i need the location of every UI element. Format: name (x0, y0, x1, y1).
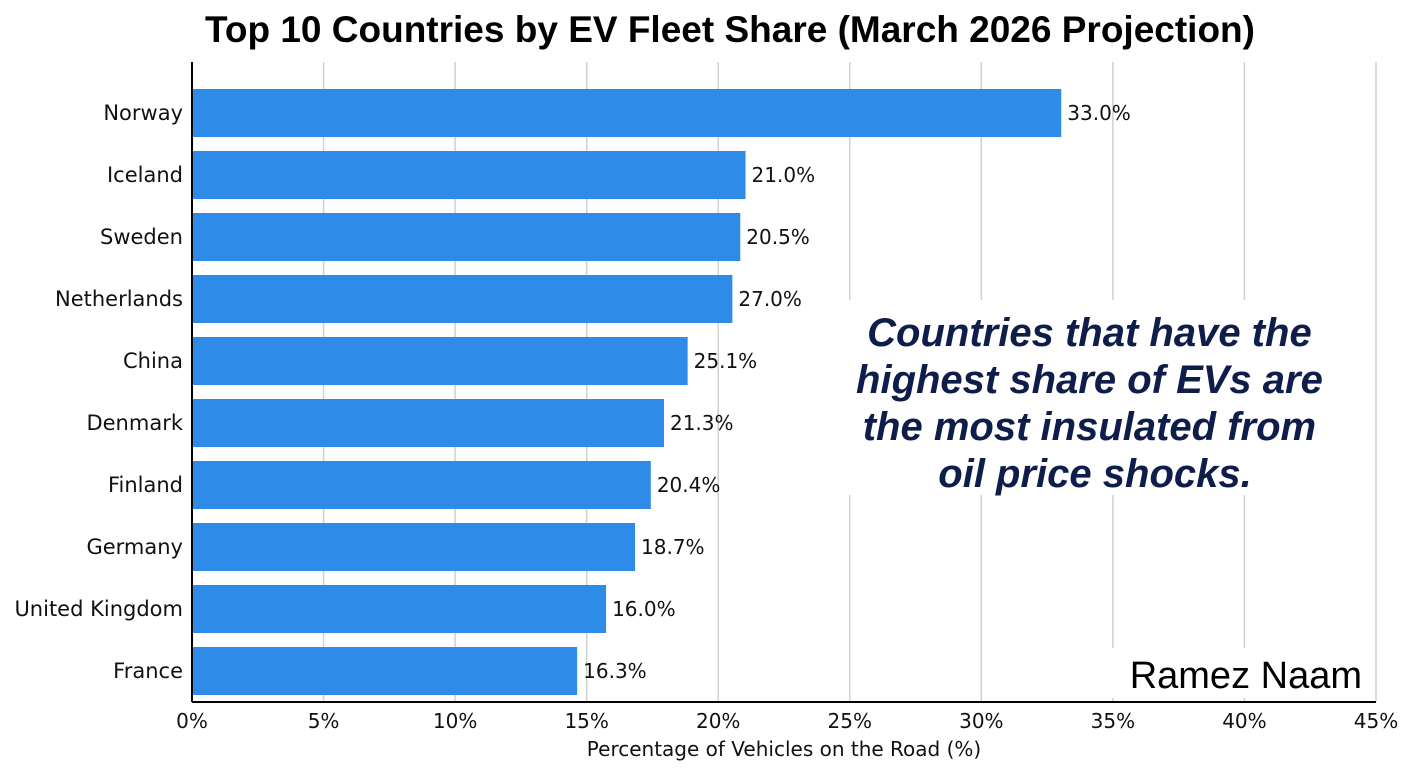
bar (193, 461, 651, 509)
data-label: 21.0% (752, 163, 816, 187)
data-label: 18.7% (641, 535, 705, 559)
category-label: France (113, 659, 183, 683)
x-axis-label: Percentage of Vehicles on the Road (%) (587, 737, 981, 761)
x-tick-label: 40% (1222, 709, 1266, 733)
x-tick-label: 25% (828, 709, 872, 733)
data-label: 16.0% (612, 597, 676, 621)
category-label: Iceland (107, 163, 183, 187)
bar (193, 337, 688, 385)
bar (193, 275, 733, 323)
author-credit: Ramez Naam (1130, 655, 1362, 697)
credit-background (1110, 648, 1372, 698)
x-tick-label: 35% (1091, 709, 1135, 733)
callout-line-3: the most insulated from (863, 405, 1316, 449)
category-label: Netherlands (55, 287, 183, 311)
axes: 0% 5% 10% 15% 20% 25% 30% 35% 40% 45% Norway Icelan… (14, 62, 1398, 733)
bar (193, 585, 607, 633)
callout-line-2: highest share of EVs are (856, 358, 1323, 402)
callout-text: Countries that have the highest share of… (856, 311, 1334, 496)
callout-line-4: oil price shocks. (938, 452, 1251, 496)
bar (193, 151, 746, 199)
category-label: United Kingdom (14, 597, 183, 621)
category-label: Norway (103, 101, 183, 125)
data-label: 21.3% (670, 411, 734, 435)
x-tick-label: 5% (308, 709, 340, 733)
bar (193, 213, 741, 261)
callout-background (838, 300, 1358, 495)
bars: 33.0% 21.0% 20.5% 27.0% 25.1% 21.3% 20.4% 18.7%… (193, 89, 1131, 695)
bar (193, 399, 664, 447)
data-label: 16.3% (583, 659, 647, 683)
bar (193, 523, 636, 571)
data-label: 33.0% (1067, 101, 1131, 125)
bar (193, 89, 1062, 137)
data-label: 25.1% (694, 349, 758, 373)
category-label: Germany (86, 535, 183, 559)
category-label: China (123, 349, 183, 373)
x-tick-label: 0% (176, 709, 208, 733)
category-label: Sweden (100, 225, 183, 249)
data-label: 20.5% (746, 225, 810, 249)
x-tick-label: 10% (433, 709, 477, 733)
callout-line-1: Countries that have the (867, 311, 1312, 355)
x-tick-label: 45% (1354, 709, 1398, 733)
x-tick-label: 15% (564, 709, 608, 733)
x-tick-label: 30% (959, 709, 1003, 733)
x-tick-label: 20% (696, 709, 740, 733)
data-label: 20.4% (657, 473, 721, 497)
category-label: Finland (108, 473, 183, 497)
chart-title: Top 10 Countries by EV Fleet Share (Marc… (205, 9, 1255, 50)
data-label: 27.0% (738, 287, 802, 311)
category-label: Denmark (86, 411, 183, 435)
bar (193, 647, 578, 695)
